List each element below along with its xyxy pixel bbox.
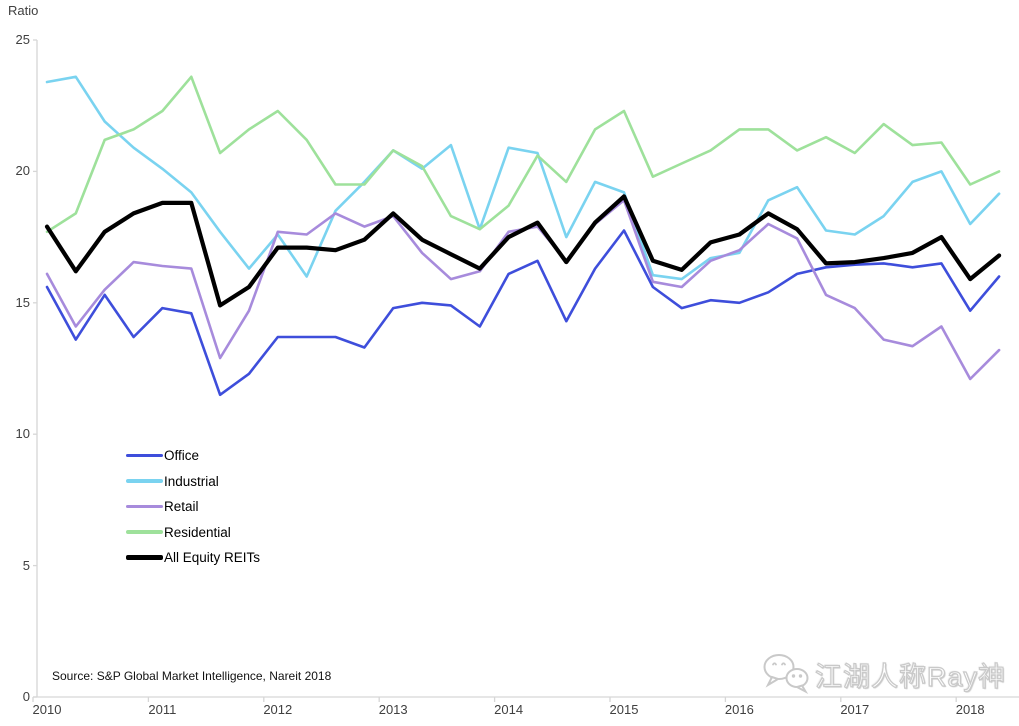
legend-label: Retail (164, 499, 199, 514)
x-axis-label: 2015 (609, 702, 639, 717)
y-axis-label: 5 (22, 557, 30, 573)
wechat-icon (763, 654, 809, 695)
x-axis-label: 2012 (263, 702, 293, 717)
legend-item-industrial: Industrial (126, 473, 260, 490)
x-axis-label: 2011 (148, 702, 177, 717)
watermark-text: 江湖人称Ray神 (814, 661, 1007, 692)
x-axis-label: 2018 (955, 702, 985, 717)
series-line-office (45, 229, 1001, 397)
legend-item-residential: Residential (126, 524, 260, 541)
legend-swatch (126, 504, 163, 509)
y-axis-label: 0 (22, 689, 30, 704)
series-line-industrial (45, 75, 1001, 281)
y-axis-label: 15 (15, 294, 30, 310)
x-axis-label: 2013 (378, 702, 408, 717)
chart-title: Ratio (8, 3, 39, 18)
legend-swatch (126, 530, 163, 534)
chart-legend: Office Industrial Retail Residential All Equ… (126, 447, 260, 575)
legend-label: All Equity REITs (164, 550, 261, 565)
series-line-residential (45, 75, 1001, 234)
legend-item-all-equity-reits: All Equity REITs (126, 549, 260, 566)
watermark: 江湖人称Ray神 (762, 652, 1006, 696)
legend-label: Office (164, 448, 200, 463)
x-axis-label: 2014 (494, 702, 524, 717)
y-axis-label: 25 (15, 32, 30, 47)
x-axis-label: 2017 (840, 702, 870, 717)
source-note: Source: S&P Global Market Intelligence, … (52, 669, 332, 683)
legend-label: Residential (164, 524, 231, 540)
series-line-retail (45, 199, 1001, 381)
x-axis-label: 2010 (32, 702, 62, 717)
legend-label: Industrial (164, 473, 219, 489)
y-axis-label: 10 (15, 426, 30, 442)
series-line-all-equity-reits (44, 194, 1002, 308)
x-axis-label: 2016 (724, 702, 754, 717)
legend-item-office: Office (126, 447, 260, 464)
legend-swatch (126, 479, 163, 483)
legend-swatch (126, 555, 163, 560)
y-axis-label: 20 (15, 163, 30, 179)
legend-swatch (126, 453, 163, 458)
axes (32, 39, 1019, 702)
legend-item-retail: Retail (126, 498, 260, 515)
